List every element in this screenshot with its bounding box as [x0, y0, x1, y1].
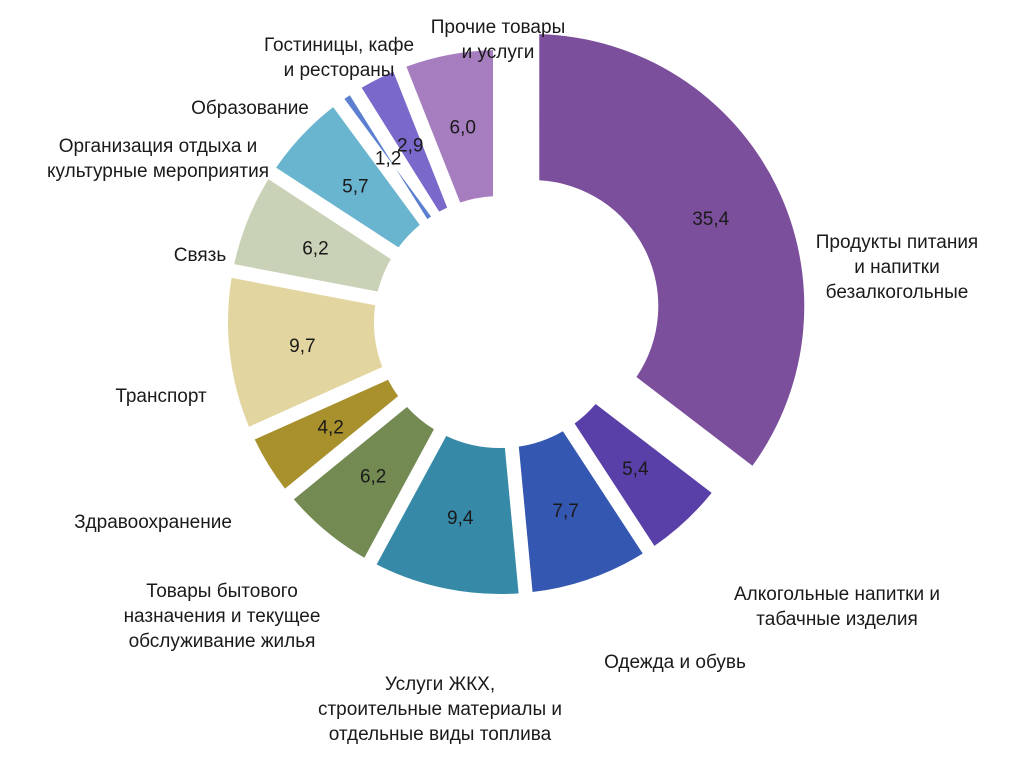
value-label-8: 5,7	[342, 176, 368, 197]
slice-2	[518, 431, 643, 593]
category-label-1: Алкогольные напитки и табачные изделия	[734, 584, 940, 630]
category-label-0: Продукты питания и напитки безалкогольные	[816, 232, 978, 303]
slice-5	[254, 379, 399, 489]
category-label-6: Транспорт	[115, 386, 207, 407]
value-label-6: 9,7	[289, 336, 315, 357]
category-label-7: Связь	[174, 245, 227, 266]
category-label-4: Товары бытового назначения и текущее обслу…	[124, 581, 321, 652]
value-label-11: 6,0	[450, 118, 476, 139]
slice-11	[406, 50, 494, 203]
slice-6	[228, 277, 383, 427]
value-label-5: 4,2	[317, 418, 343, 439]
value-label-0: 35,4	[692, 209, 729, 230]
category-label-11: Прочие товары и услуги	[431, 17, 565, 63]
value-label-2: 7,7	[552, 501, 578, 522]
slice-1	[574, 404, 712, 546]
value-label-7: 6,2	[302, 239, 328, 260]
category-label-9: Образование	[191, 98, 309, 119]
category-label-3: Услуги ЖКХ, строительные материалы и отдел…	[318, 674, 562, 745]
value-label-4: 6,2	[360, 466, 386, 487]
category-label-8: Организация отдыха и культурные мероприят…	[47, 136, 269, 182]
slice-4	[293, 406, 434, 558]
category-label-2: Одежда и обувь	[604, 652, 746, 673]
category-label-5: Здравоохранение	[74, 512, 232, 533]
slice-8	[276, 107, 420, 248]
value-label-10: 2,9	[397, 135, 423, 156]
slice-0	[539, 34, 805, 466]
slice-9	[344, 95, 432, 220]
slice-7	[234, 179, 391, 292]
value-labels-group: 35,4 5,4 7,7 9,4 6,2 4,2 9,7 6,2 5,7 1,22,9 6,0	[289, 118, 729, 529]
slice-10	[361, 71, 448, 212]
slice-3	[376, 435, 519, 594]
slices-group	[228, 34, 805, 594]
category-labels-group: Продукты питания и напитки безалкогольные А…	[47, 17, 978, 745]
value-label-3: 9,4	[447, 508, 474, 529]
category-label-10: Гостиницы, кафе и рестораны	[264, 35, 414, 81]
value-label-1: 5,4	[622, 459, 649, 480]
value-label-9: 1,2	[375, 148, 401, 169]
